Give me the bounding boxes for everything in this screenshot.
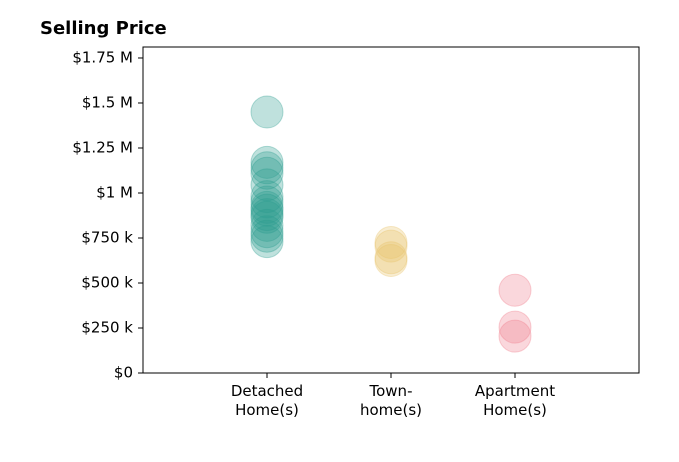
point bbox=[374, 241, 408, 275]
y-tick-label: $250 k bbox=[81, 318, 133, 336]
point bbox=[250, 168, 284, 202]
chart-title: Selling Price bbox=[40, 18, 167, 39]
point bbox=[250, 225, 284, 259]
x-tick-label: Town- home(s) bbox=[359, 382, 423, 419]
point bbox=[250, 200, 284, 234]
x-tick-label: Detached Home(s) bbox=[230, 382, 304, 419]
point bbox=[374, 229, 408, 263]
point bbox=[250, 185, 284, 219]
y-tick-label: $1.75 M bbox=[72, 48, 133, 66]
y-tick-label: $0 bbox=[114, 364, 133, 382]
point bbox=[498, 319, 532, 353]
point bbox=[250, 180, 284, 214]
point bbox=[250, 156, 284, 190]
point bbox=[250, 198, 284, 232]
point bbox=[250, 95, 284, 129]
point bbox=[498, 273, 532, 307]
x-tick-label: Apartment Home(s) bbox=[474, 382, 556, 419]
point bbox=[250, 190, 284, 224]
point bbox=[250, 215, 284, 249]
point bbox=[498, 310, 532, 344]
y-tick-label: $1.25 M bbox=[72, 138, 133, 156]
point bbox=[374, 225, 408, 259]
point bbox=[250, 145, 284, 179]
y-tick-label: $750 k bbox=[81, 228, 133, 246]
point bbox=[250, 208, 284, 242]
y-tick-label: $1 M bbox=[96, 183, 133, 201]
plot-frame bbox=[142, 46, 640, 374]
point bbox=[374, 243, 408, 277]
y-tick-label: $1.5 M bbox=[82, 93, 133, 111]
point bbox=[250, 219, 284, 253]
y-tick-label: $500 k bbox=[81, 273, 133, 291]
point bbox=[250, 151, 284, 185]
point bbox=[250, 193, 284, 227]
